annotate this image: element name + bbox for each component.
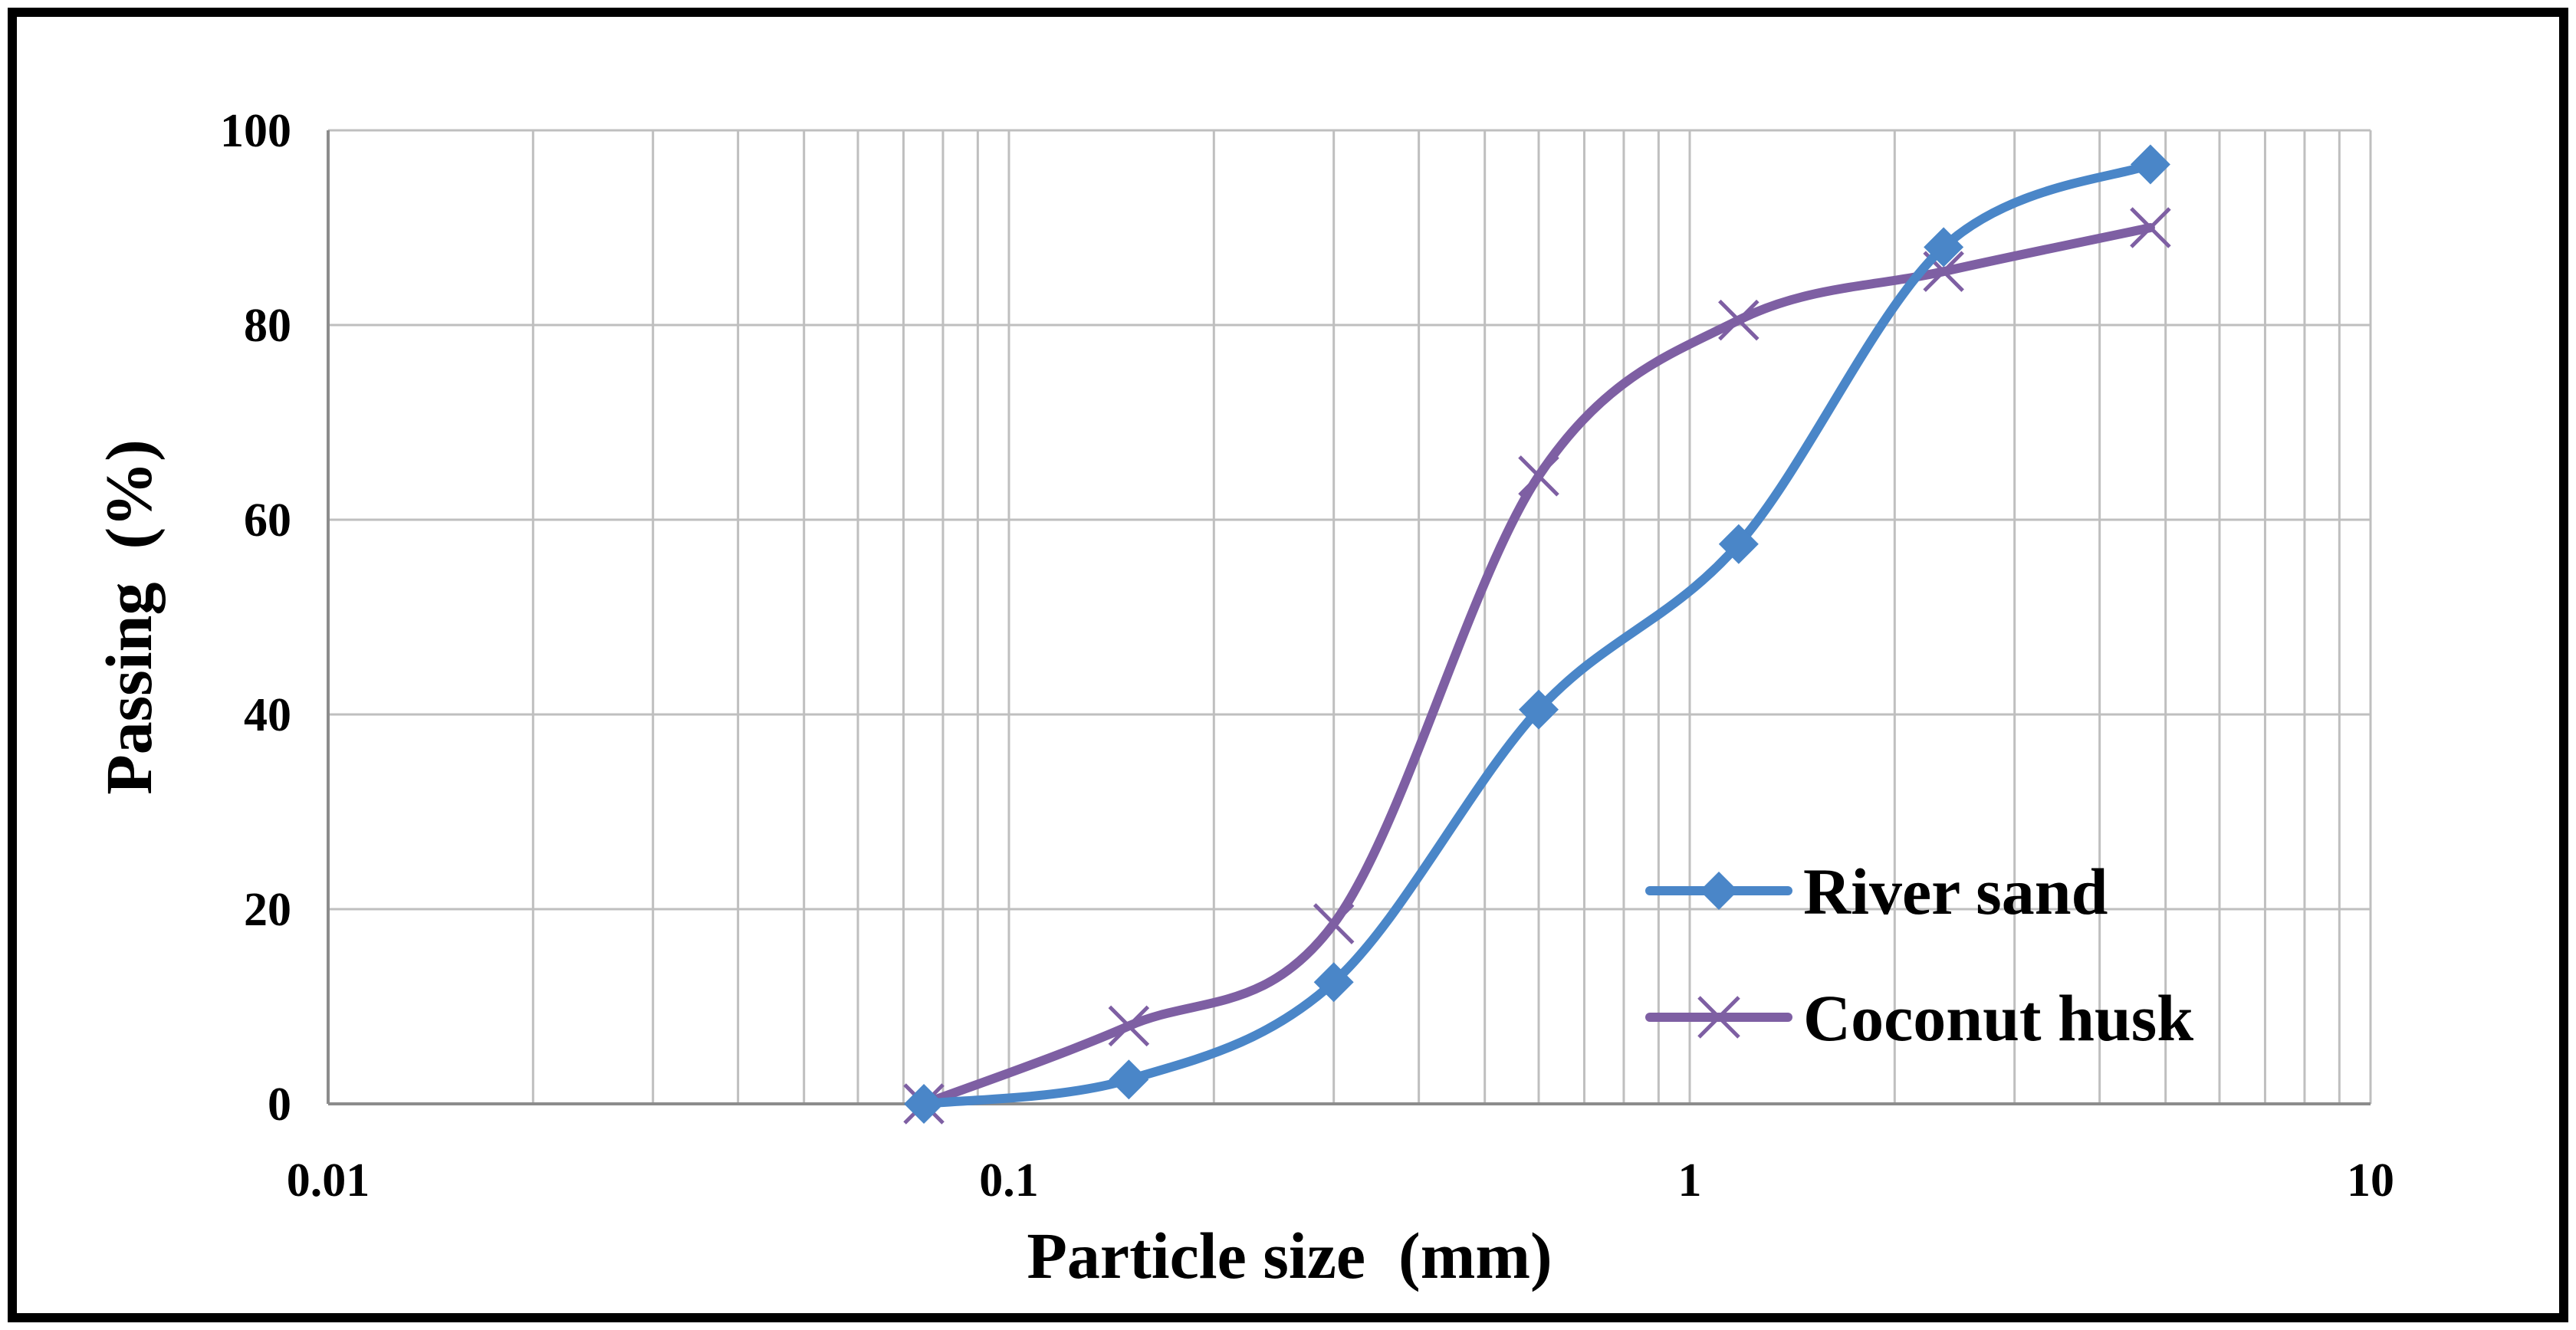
data-point-river-sand (1313, 962, 1354, 1003)
y-tick-label: 60 (244, 494, 291, 547)
data-point-coconut-husk (2130, 207, 2171, 248)
series-line-coconut-husk (919, 223, 2155, 1108)
y-axis-title: Passing (%) (92, 439, 166, 794)
legend-marker-coconut-husk (1697, 996, 1740, 1039)
data-point-river-sand (1718, 524, 1759, 564)
x-tick-label: 0.1 (979, 1154, 1039, 1207)
data-point-coconut-husk (1518, 455, 1559, 497)
chart-frame: 0 20 40 60 80 100 0.01 0.1 1 10 Particle size (mm… (8, 8, 2568, 1322)
data-point-river-sand (1924, 227, 1964, 268)
data-point-river-sand (2130, 144, 2170, 185)
x-tick-label: 10 (2347, 1154, 2394, 1207)
series-layer (903, 144, 2171, 1125)
data-point-river-sand (1518, 689, 1559, 730)
data-point-river-sand (1109, 1059, 1149, 1100)
data-point-river-sand (904, 1084, 945, 1124)
x-tick-label: 1 (1678, 1154, 1702, 1207)
legend: River sand Coconut husk (1645, 855, 2193, 1055)
data-point-coconut-husk (1718, 299, 1760, 341)
legend-marker-river-sand (1700, 872, 1738, 910)
axes (327, 130, 2371, 1105)
y-tick-label: 0 (268, 1079, 291, 1131)
y-tick-label: 20 (244, 884, 291, 936)
y-tick-label: 40 (244, 689, 291, 741)
plot-area-background (328, 130, 2371, 1104)
y-tick-label: 100 (220, 105, 291, 157)
x-tick-label: 0.01 (287, 1154, 370, 1207)
y-tick-label: 80 (244, 300, 291, 352)
chart-canvas: 0 20 40 60 80 100 0.01 0.1 1 10 Particle size (mm… (92, 105, 2394, 1292)
legend-label-coconut-husk: Coconut husk (1803, 981, 2193, 1055)
data-point-coconut-husk (1108, 1005, 1150, 1047)
tick-labels: 0 20 40 60 80 100 0.01 0.1 1 10 (220, 105, 2394, 1207)
legend-label-river-sand: River sand (1803, 855, 2108, 928)
x-axis-title: Particle size (mm) (1027, 1219, 1552, 1292)
data-point-coconut-husk (1313, 903, 1355, 944)
